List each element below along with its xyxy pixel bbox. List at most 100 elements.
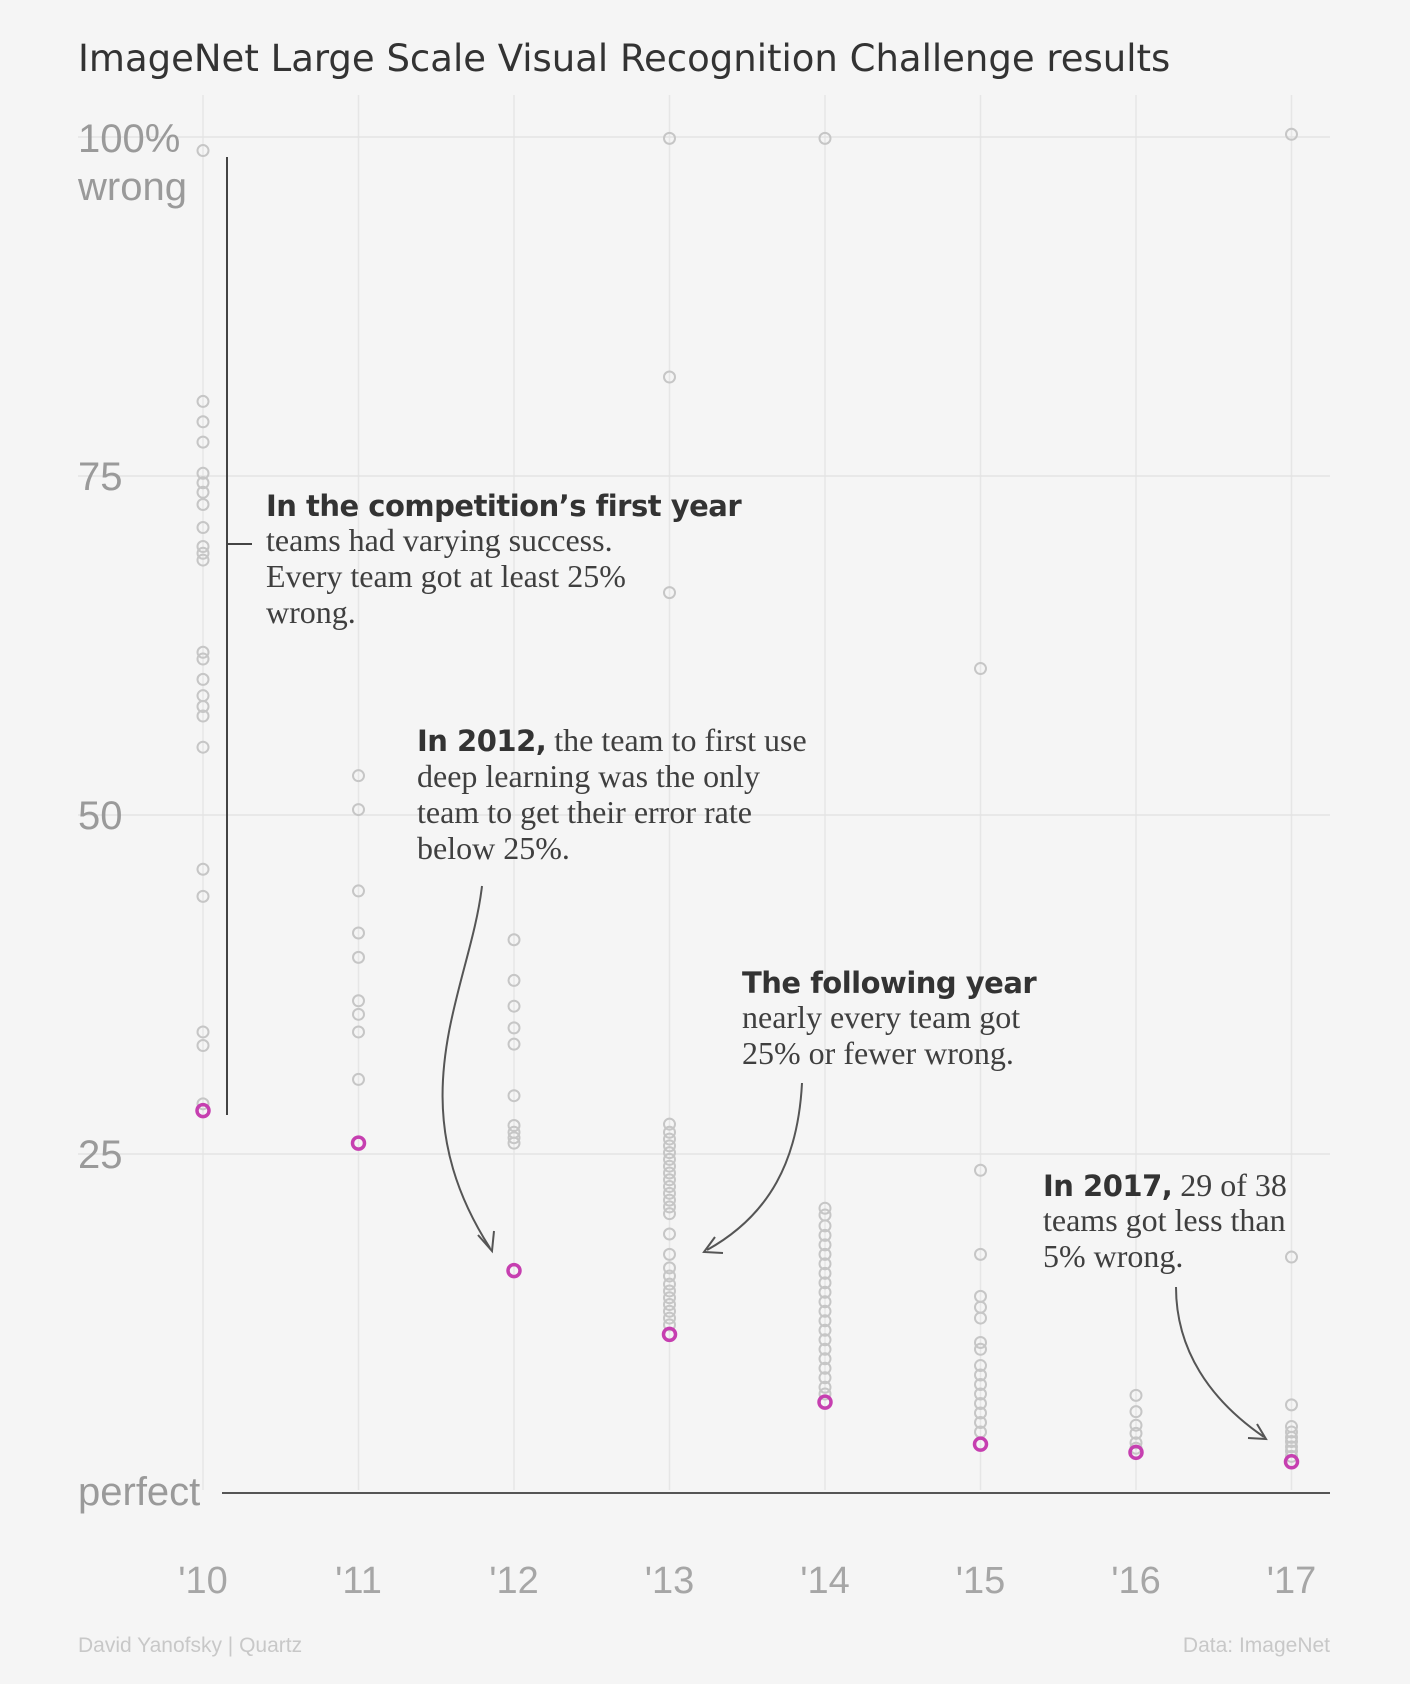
team-point [196, 889, 210, 903]
team-point [352, 994, 365, 1008]
best-team-point [1283, 1454, 1300, 1470]
annotation-arrows [441, 885, 1268, 1441]
team-point [663, 1117, 676, 1131]
arrow-2017 [1175, 1286, 1265, 1438]
chart-title: ImageNet Large Scale Visual Recognition … [78, 37, 1170, 80]
team-point [663, 370, 676, 384]
team-point [663, 1291, 676, 1305]
team-point [663, 1200, 676, 1214]
team-point [663, 1193, 676, 1207]
best-team-point [506, 1262, 522, 1279]
team-point [196, 144, 210, 158]
team-point [818, 1371, 832, 1385]
team-point [663, 1311, 676, 1325]
team-point [818, 1238, 832, 1252]
team-point [507, 973, 521, 987]
team-point [974, 1387, 987, 1401]
arrow-2012 [441, 885, 491, 1249]
annotation-2012-heading: In 2012, [417, 724, 546, 758]
annotation-first-year-line: teams had varying success. [266, 522, 613, 558]
y-tick-label: 75 [78, 455, 123, 499]
team-point [663, 1277, 676, 1291]
x-tick-label: '13 [645, 1560, 695, 1602]
annotation-following-line: nearly every team got [742, 999, 1020, 1035]
annotation-2012-first-line: In 2012, the team to first use [417, 722, 807, 758]
team-point [663, 1318, 676, 1332]
team-point [818, 1323, 832, 1337]
team-point [1129, 1388, 1143, 1402]
team-point [974, 1342, 987, 1356]
team-point [818, 1266, 832, 1280]
footer-source: Data: ImageNet [1183, 1634, 1330, 1657]
data-points [195, 127, 1300, 1470]
arrow-2013-head [702, 1236, 724, 1254]
team-point [507, 1037, 521, 1051]
team-point [507, 999, 521, 1013]
team-point [818, 1228, 832, 1242]
team-point [818, 1342, 832, 1356]
team-point [663, 1125, 676, 1139]
team-point [196, 1039, 210, 1053]
annotation-2012-text: the team to first use [546, 722, 806, 758]
team-point [663, 1247, 676, 1261]
team-point [196, 700, 210, 714]
team-point [1285, 1398, 1298, 1412]
team-point [818, 1285, 832, 1299]
team-point [974, 1378, 987, 1392]
team-point [663, 1152, 676, 1166]
best-team-point [1128, 1444, 1144, 1461]
annotation-2012-line: below 25%. [417, 830, 570, 866]
team-point [1285, 1425, 1298, 1439]
annotation-first-year-heading: In the competition’s first year [266, 489, 742, 523]
team-point [663, 586, 676, 600]
team-point [663, 1166, 676, 1180]
annotation-2012: In 2012, the team to first use deep lear… [417, 722, 807, 866]
team-point [352, 803, 365, 817]
team-point [507, 933, 521, 947]
footer-credit: David Yanofsky | Quartz [78, 1634, 302, 1657]
team-point [352, 769, 365, 783]
x-tick-label: '12 [489, 1560, 539, 1602]
team-point [1285, 1430, 1298, 1444]
best-team-point [350, 1135, 367, 1151]
team-point [818, 1276, 832, 1290]
team-point [196, 645, 210, 659]
team-point [196, 540, 210, 554]
team-point [1285, 1434, 1298, 1448]
team-point [507, 1131, 521, 1145]
team-point [1285, 1250, 1298, 1264]
team-point [818, 1361, 832, 1375]
team-point [663, 1132, 676, 1146]
team-point [818, 1304, 832, 1318]
team-point [818, 1380, 832, 1394]
team-point [663, 1227, 676, 1241]
team-point [974, 1368, 987, 1382]
y-tick-label: 100% [78, 117, 180, 161]
team-point [196, 862, 210, 876]
team-point [818, 1387, 832, 1401]
team-point [974, 1406, 987, 1420]
team-point [974, 1247, 987, 1261]
y-tick-label: 50 [78, 794, 123, 838]
team-point [196, 652, 210, 666]
team-point [1129, 1436, 1143, 1450]
y-axis-labels: 100%wrong 75 50 25 perfect [77, 117, 200, 1514]
team-point [663, 1284, 676, 1298]
x-tick-label: '11 [335, 1560, 382, 1602]
team-point [196, 415, 210, 429]
team-point [974, 1397, 987, 1411]
team-point [974, 1359, 987, 1373]
first-year-bracket [226, 157, 252, 1115]
team-point [974, 662, 987, 676]
team-point [663, 1261, 676, 1275]
team-point [352, 884, 365, 898]
team-point [352, 950, 365, 964]
y-tick-label: wrong [77, 165, 187, 209]
team-point [507, 1089, 521, 1103]
arrow-2012-head [477, 1230, 495, 1254]
y-tick-label: perfect [78, 1470, 200, 1514]
annotation-following-year: The following year nearly every team got… [742, 966, 1038, 1071]
team-point [663, 131, 676, 145]
team-point [196, 476, 210, 490]
